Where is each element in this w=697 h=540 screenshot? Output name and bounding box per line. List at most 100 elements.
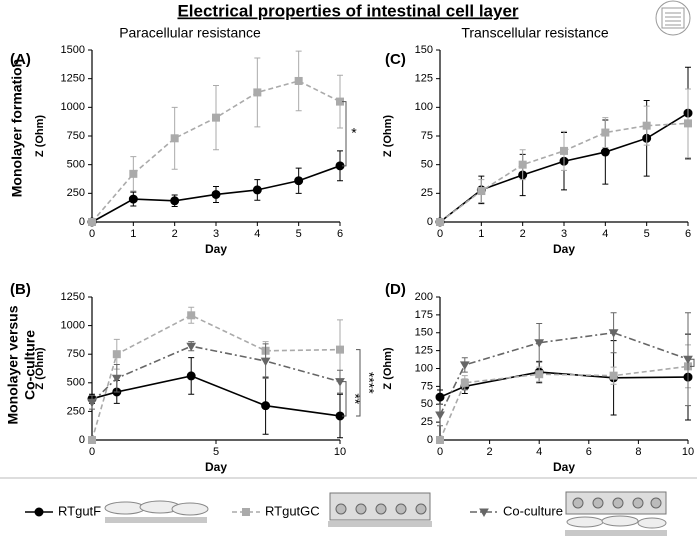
marker: [608, 329, 619, 338]
x-tick-label: 5: [213, 446, 219, 458]
error-cap: [478, 175, 485, 205]
marker: [170, 134, 179, 143]
error-cap: [262, 343, 269, 379]
column-title: Paracellular resistance: [119, 25, 261, 41]
x-tick-label: 10: [334, 446, 346, 458]
error-cap: [536, 366, 543, 382]
error-cap: [337, 369, 343, 394]
significance-label: *: [351, 124, 357, 140]
row-title: Monolayer versus: [5, 305, 21, 424]
legend-label: Co-culture: [503, 503, 563, 518]
x-tick-label: 0: [437, 446, 443, 458]
significance-bracket: [342, 381, 347, 417]
x-tick-label: 8: [635, 446, 641, 458]
marker: [294, 76, 303, 85]
marker: [336, 345, 344, 354]
marker: [601, 128, 610, 137]
x-tick-label: 3: [561, 228, 567, 240]
series-line: [439, 371, 689, 398]
marker: [260, 357, 271, 367]
y-tick-label: 100: [415, 362, 433, 374]
x-tick-label: 2: [520, 228, 526, 240]
series-line: [91, 314, 341, 441]
marker: [186, 371, 196, 381]
legend-label: RTgutF: [58, 503, 101, 518]
error-cap: [337, 150, 343, 182]
x-tick-label: 4: [536, 446, 542, 458]
marker: [560, 146, 568, 155]
error-cap: [536, 322, 543, 363]
marker: [252, 185, 262, 195]
panel-label: (C): [385, 51, 406, 68]
error-cap: [113, 363, 120, 393]
y-tick-label: 0: [427, 434, 433, 446]
y-tick-label: 75: [421, 380, 433, 392]
marker: [253, 88, 262, 97]
error-cap: [213, 185, 219, 204]
y-tick-label: 125: [415, 345, 433, 357]
y-tick-label: 25: [421, 416, 433, 428]
marker: [477, 187, 486, 196]
error-cap: [643, 99, 650, 177]
x-axis-label: Day: [205, 242, 227, 256]
y-tick-label: 750: [67, 130, 85, 142]
error-cap: [171, 194, 178, 208]
x-tick-label: 0: [89, 446, 95, 458]
significance-bracket: [342, 101, 347, 167]
error-cap: [685, 88, 691, 159]
marker: [261, 401, 271, 411]
x-axis-label: Day: [553, 242, 575, 256]
marker: [518, 160, 527, 169]
panel-label: (A): [10, 51, 31, 68]
marker: [111, 374, 122, 384]
error-cap: [437, 403, 443, 427]
error-cap: [561, 130, 567, 171]
significance-bracket: [356, 349, 361, 417]
y-tick-label: 200: [415, 291, 433, 303]
y-tick-label: 500: [67, 159, 85, 171]
row-title: Monolayer formation: [9, 59, 25, 197]
y-tick-label: 100: [415, 101, 433, 113]
marker: [170, 196, 180, 206]
menu-icon: [655, 0, 691, 36]
error-cap: [602, 117, 609, 148]
legend-label: RTgutGC: [265, 503, 320, 518]
y-tick-label: 250: [67, 187, 85, 199]
x-tick-label: 2: [172, 228, 178, 240]
marker: [186, 342, 197, 352]
error-cap: [295, 167, 302, 194]
y-tick-label: 750: [67, 348, 85, 360]
y-axis-label: Z (Ohm): [382, 347, 394, 389]
error-cap: [89, 394, 95, 410]
y-tick-label: 25: [421, 187, 433, 199]
marker: [88, 436, 96, 444]
x-tick-label: 5: [644, 228, 650, 240]
error-cap: [337, 393, 343, 439]
error-cap: [213, 85, 219, 151]
x-tick-label: 6: [586, 446, 592, 458]
marker: [684, 119, 692, 128]
marker: [242, 508, 250, 516]
y-tick-label: 1500: [61, 44, 85, 56]
marker: [212, 113, 220, 122]
x-tick-label: 6: [337, 228, 343, 240]
marker: [460, 378, 469, 387]
x-tick-label: 0: [89, 228, 95, 240]
y-axis-label: Z (Ohm): [382, 115, 394, 157]
marker: [459, 361, 470, 370]
x-tick-label: 5: [296, 228, 302, 240]
marker: [642, 121, 651, 130]
y-tick-label: 150: [415, 327, 433, 339]
y-tick-label: 1000: [61, 101, 85, 113]
marker: [600, 147, 610, 157]
y-tick-label: 0: [79, 216, 85, 228]
y-tick-label: 500: [67, 377, 85, 389]
y-tick-label: 75: [421, 130, 433, 142]
marker: [128, 194, 138, 204]
x-axis-label: Day: [553, 460, 575, 474]
error-cap: [478, 179, 485, 204]
marker: [87, 398, 97, 408]
y-tick-label: 1000: [61, 320, 85, 332]
y-tick-label: 1250: [61, 291, 85, 303]
y-tick-label: 125: [415, 73, 433, 85]
